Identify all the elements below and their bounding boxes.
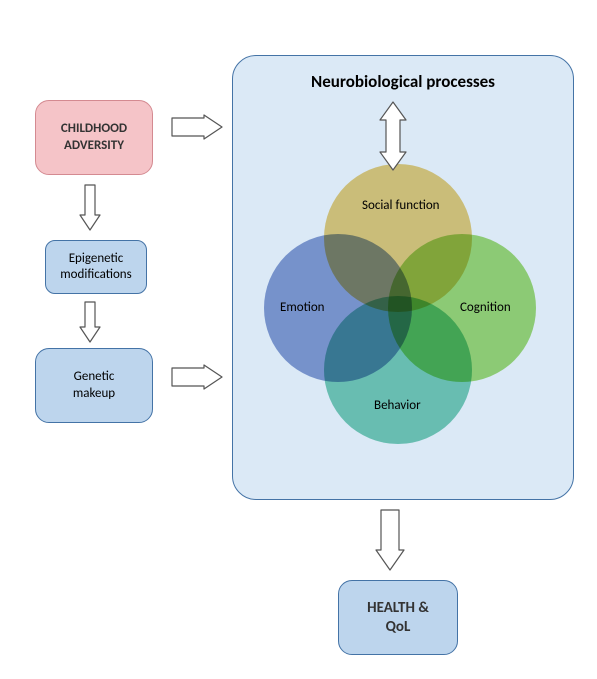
venn-cognition — [388, 234, 536, 382]
epigenetic-modifications-label: Epigeneticmodifications — [60, 251, 131, 284]
genetic-makeup-box: Geneticmakeup — [35, 348, 153, 423]
neurobiological-title: Neurobiological processes — [232, 71, 574, 92]
childhood-adversity-box: CHILDHOODADVERSITY — [35, 100, 153, 175]
genetic-makeup-label: Geneticmakeup — [73, 369, 115, 402]
health-qol-box: HEALTH &QoL — [338, 580, 458, 655]
health-qol-label: HEALTH &QoL — [367, 599, 429, 637]
epigenetic-modifications-box: Epigeneticmodifications — [45, 240, 147, 294]
childhood-adversity-label: CHILDHOODADVERSITY — [61, 121, 127, 154]
